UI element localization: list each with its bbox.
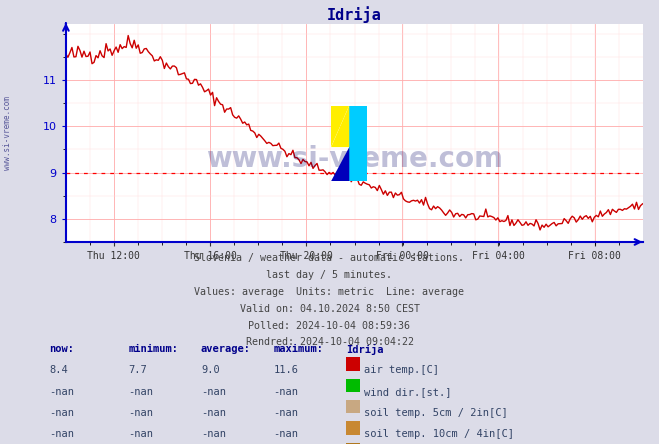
Text: Rendred: 2024-10-04 09:04:22: Rendred: 2024-10-04 09:04:22 [246, 337, 413, 348]
Text: -nan: -nan [201, 408, 226, 418]
Text: -nan: -nan [129, 429, 154, 440]
Text: www.si-vreme.com: www.si-vreme.com [3, 96, 13, 170]
Polygon shape [331, 147, 349, 181]
Text: last day / 5 minutes.: last day / 5 minutes. [266, 270, 393, 280]
Text: Slovenia / weather data - automatic stations.: Slovenia / weather data - automatic stat… [194, 253, 465, 263]
Text: 8.4: 8.4 [49, 365, 68, 376]
Text: soil temp. 5cm / 2in[C]: soil temp. 5cm / 2in[C] [364, 408, 507, 418]
Text: Idrija: Idrija [346, 344, 384, 355]
Text: www.si-vreme.com: www.si-vreme.com [206, 145, 503, 173]
Polygon shape [349, 106, 368, 181]
Text: -nan: -nan [129, 408, 154, 418]
Polygon shape [331, 106, 349, 147]
Text: Values: average  Units: metric  Line: average: Values: average Units: metric Line: aver… [194, 287, 465, 297]
Text: -nan: -nan [49, 429, 74, 440]
Text: -nan: -nan [49, 387, 74, 397]
Text: Polled: 2024-10-04 08:59:36: Polled: 2024-10-04 08:59:36 [248, 321, 411, 331]
Text: now:: now: [49, 344, 74, 354]
Text: -nan: -nan [201, 387, 226, 397]
Text: soil temp. 10cm / 4in[C]: soil temp. 10cm / 4in[C] [364, 429, 514, 440]
Text: Valid on: 04.10.2024 8:50 CEST: Valid on: 04.10.2024 8:50 CEST [239, 304, 420, 314]
Polygon shape [331, 106, 349, 147]
Text: 7.7: 7.7 [129, 365, 147, 376]
Text: -nan: -nan [273, 429, 299, 440]
Text: -nan: -nan [49, 408, 74, 418]
Title: Idrija: Idrija [327, 6, 382, 23]
Text: minimum:: minimum: [129, 344, 179, 354]
Text: wind dir.[st.]: wind dir.[st.] [364, 387, 451, 397]
Text: -nan: -nan [273, 387, 299, 397]
Text: maximum:: maximum: [273, 344, 324, 354]
Text: -nan: -nan [129, 387, 154, 397]
Text: air temp.[C]: air temp.[C] [364, 365, 439, 376]
Text: average:: average: [201, 344, 251, 354]
Text: -nan: -nan [201, 429, 226, 440]
Text: -nan: -nan [273, 408, 299, 418]
Text: 9.0: 9.0 [201, 365, 219, 376]
Text: 11.6: 11.6 [273, 365, 299, 376]
